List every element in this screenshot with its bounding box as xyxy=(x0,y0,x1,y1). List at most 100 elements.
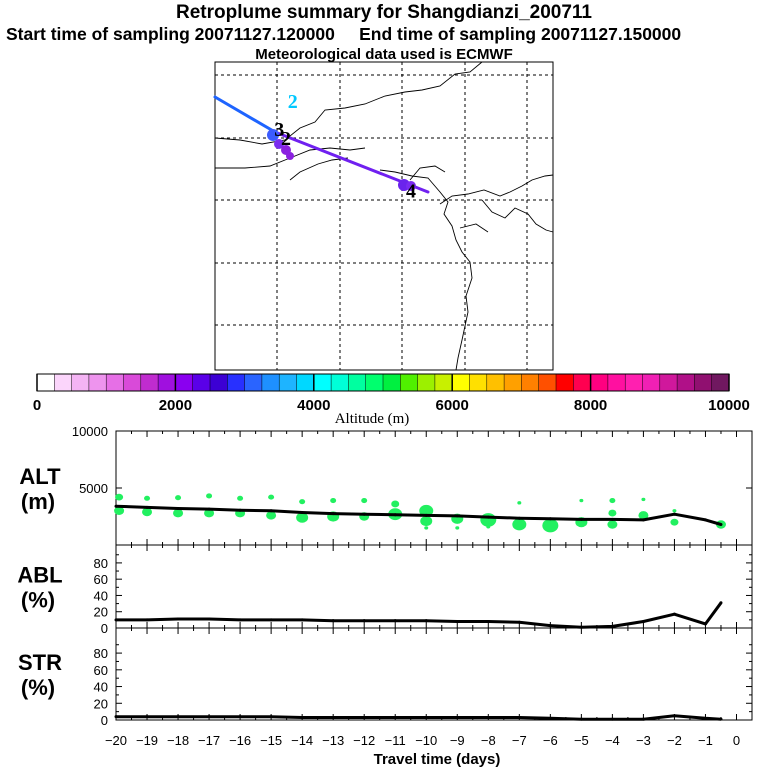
series-point xyxy=(269,618,273,622)
series-point xyxy=(579,717,583,721)
altitude-scatter-point xyxy=(206,493,213,499)
y-tick-label: 40 xyxy=(94,680,108,695)
y-tick-label: 5000 xyxy=(79,481,108,496)
series-point xyxy=(362,619,366,623)
colorbar-cell xyxy=(123,374,142,391)
plume-point xyxy=(406,181,416,191)
series-point xyxy=(424,619,428,623)
panel-alt: ALT(m) 5000 10000 xyxy=(19,424,753,546)
x-tick-label: 0 xyxy=(733,733,740,748)
altitude-scatter-point xyxy=(672,509,677,513)
colorbar-tick-labels: 0 2000 4000 6000 8000 10000 xyxy=(33,374,750,414)
series-point xyxy=(703,518,707,522)
colorbar-cell xyxy=(417,374,436,391)
altitude-scatter-point xyxy=(330,497,337,504)
series-point xyxy=(114,715,118,719)
series-point xyxy=(548,716,552,720)
end-label: End time of sampling xyxy=(359,24,537,44)
series-point xyxy=(672,512,676,516)
map-marker-label: 4 xyxy=(406,181,416,203)
y-tick-label: 80 xyxy=(94,646,108,661)
x-tick-label: −15 xyxy=(260,733,282,748)
altitude-scatter-point xyxy=(579,498,584,503)
altitude-colorbar: 0 2000 4000 6000 8000 10000 Altitude (m) xyxy=(33,373,750,427)
colorbar-cell xyxy=(313,374,332,391)
altitude-scatter-point xyxy=(115,493,124,501)
series-point xyxy=(719,522,723,526)
sampling-times-line: Start time of sampling 20071127.120000 E… xyxy=(6,24,768,45)
colorbar-cell xyxy=(37,374,55,391)
colorbar-cell xyxy=(331,374,349,391)
series-point xyxy=(207,507,211,511)
colorbar-cell xyxy=(486,374,505,391)
x-tick-label: −8 xyxy=(481,733,496,748)
y-tick-label: 20 xyxy=(94,605,108,620)
series-point xyxy=(176,507,180,511)
series-point xyxy=(455,514,459,518)
map-marker-label: 2 xyxy=(281,128,291,150)
y-tick-label: 10000 xyxy=(72,424,108,439)
plume-point xyxy=(274,139,284,149)
x-tick-label: −20 xyxy=(105,733,127,748)
altitude-scatter-point xyxy=(455,526,460,530)
series-point xyxy=(362,512,366,516)
map-marker-label: 2 xyxy=(288,91,298,113)
series-point xyxy=(300,715,304,719)
colorbar-cell xyxy=(642,374,661,391)
map-boundaries xyxy=(214,61,554,371)
altitude-scatter-point xyxy=(512,518,527,531)
series-point xyxy=(238,508,242,512)
colorbar-cell xyxy=(348,374,366,391)
x-tick-label: −3 xyxy=(636,733,651,748)
colorbar-cell xyxy=(452,374,470,391)
series-point xyxy=(719,601,723,605)
altitude-scatter-point xyxy=(175,495,182,501)
series-point xyxy=(455,715,459,719)
series-point xyxy=(300,511,304,515)
series-point xyxy=(548,517,552,521)
colorbar-cell xyxy=(625,374,643,391)
colorbar-label: Altitude (m) xyxy=(335,411,410,427)
colorbar-cell xyxy=(71,374,90,391)
series-point xyxy=(579,517,583,521)
x-tick-label: −18 xyxy=(167,733,189,748)
altitude-scatter-point xyxy=(268,494,275,500)
series-point xyxy=(331,619,335,623)
series-point xyxy=(610,624,614,628)
series-point xyxy=(610,517,614,521)
panel-frame xyxy=(115,430,753,546)
x-tick-label: −5 xyxy=(574,733,589,748)
series-point xyxy=(393,715,397,719)
altitude-scatter-point xyxy=(609,497,616,504)
series-point xyxy=(517,516,521,520)
series-point xyxy=(641,619,645,623)
series-point xyxy=(610,717,614,721)
x-tick-label: −11 xyxy=(385,733,406,748)
series-point xyxy=(548,624,552,628)
map-panel: 232 4 xyxy=(213,61,554,371)
altitude-scatter-point xyxy=(173,508,184,518)
altitude-scatter-point xyxy=(641,497,646,502)
x-tick-label: −19 xyxy=(136,733,158,748)
x-tick-label: −13 xyxy=(322,733,344,748)
series-point xyxy=(703,716,707,720)
trajectory-segment-1 xyxy=(213,95,277,134)
altitude-scatter-point xyxy=(608,509,617,517)
altitude-scatter-point xyxy=(204,508,215,518)
series-point xyxy=(207,617,211,621)
altitude-scatter-point xyxy=(424,526,429,530)
series-point xyxy=(703,622,707,626)
altitude-scatter-point xyxy=(144,495,151,501)
x-tick-label: −17 xyxy=(198,733,220,748)
plume-point xyxy=(267,129,279,141)
colorbar-cell xyxy=(573,374,591,391)
series-point xyxy=(672,714,676,718)
panel-frame xyxy=(115,544,753,629)
series-point xyxy=(114,618,118,622)
colorbar-cell xyxy=(504,374,522,391)
y-tick-label: 20 xyxy=(94,696,108,711)
series-point xyxy=(393,513,397,517)
time-series-panels: ALT(m)500010000ABL(%)020406080STR(%)0204… xyxy=(17,424,753,728)
